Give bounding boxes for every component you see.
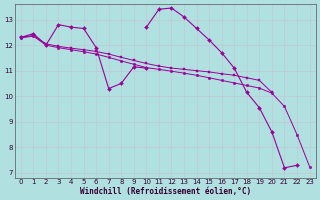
X-axis label: Windchill (Refroidissement éolien,°C): Windchill (Refroidissement éolien,°C) (80, 187, 251, 196)
